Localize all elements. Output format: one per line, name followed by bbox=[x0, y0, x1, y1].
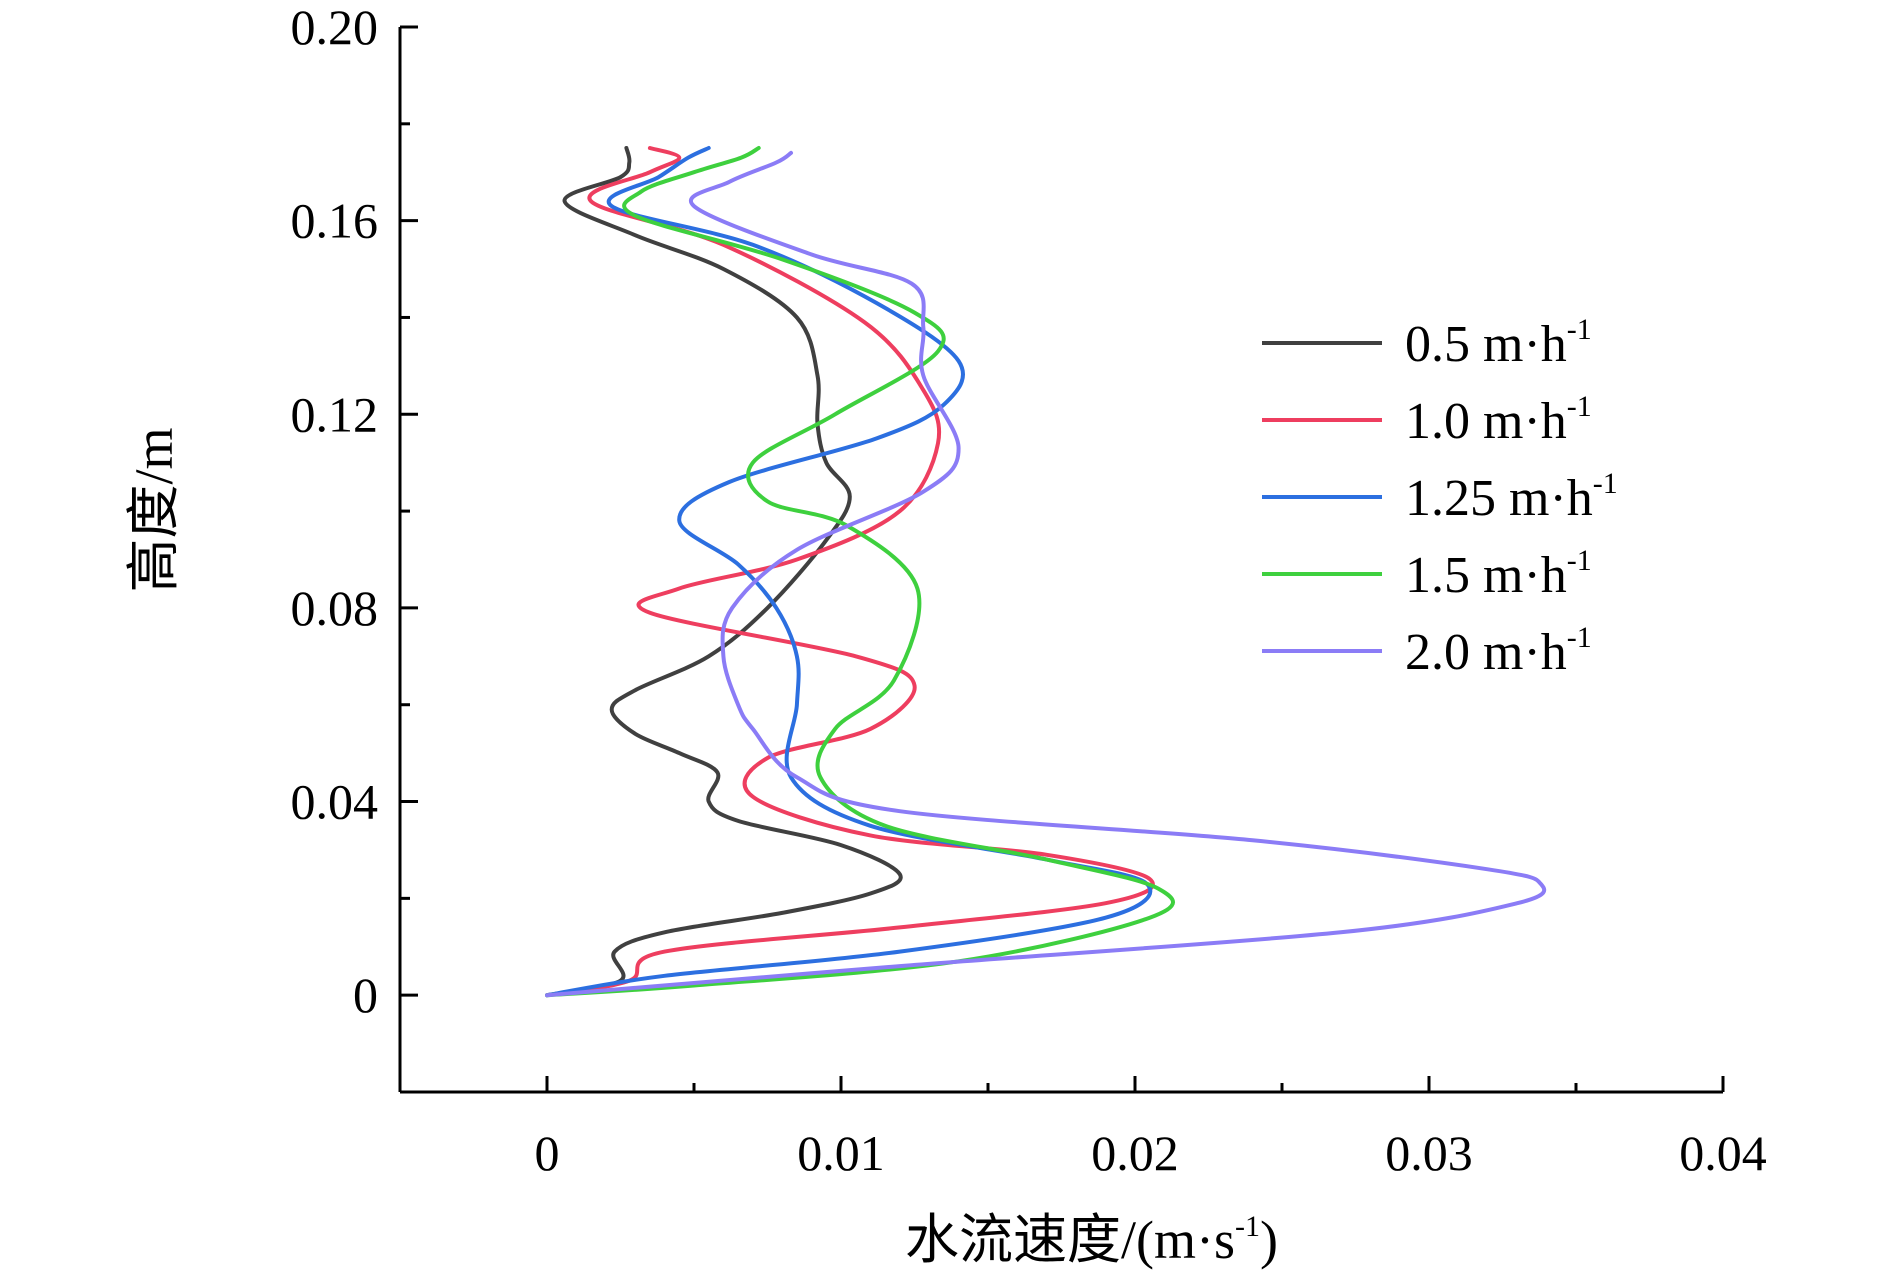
y-axis-title: 高度/m bbox=[124, 427, 184, 592]
series-lines bbox=[545, 146, 1547, 998]
x-tick-label: 0.03 bbox=[1385, 1125, 1473, 1181]
series-line-0 bbox=[545, 146, 903, 998]
y-tick-label: 0.04 bbox=[291, 774, 379, 830]
legend-label-1: 1.0 m·h-1 bbox=[1405, 390, 1592, 450]
series-line-3 bbox=[545, 146, 1175, 998]
x-tick-label: 0.01 bbox=[797, 1125, 885, 1181]
y-tick-label: 0.20 bbox=[291, 0, 379, 55]
x-tick-label: 0 bbox=[535, 1125, 560, 1181]
y-tick-label: 0.12 bbox=[291, 386, 379, 442]
y-tick-label: 0.16 bbox=[291, 193, 379, 249]
x-tick-label: 0.04 bbox=[1679, 1125, 1767, 1181]
legend: 0.5 m·h-1 1.0 m·h-1 1.25 m·h-1 1.5 m·h-1 2.0… bbox=[1262, 313, 1618, 681]
axes: 0 0.01 0.02 0.03 0.04 0 0.04 0.08 0.12 0.16 0.20 bbox=[291, 0, 1767, 1181]
legend-label-3: 1.5 m·h-1 bbox=[1405, 544, 1592, 604]
series-line-1 bbox=[545, 146, 1155, 998]
series-line-2 bbox=[545, 146, 1153, 998]
y-tick-label: 0.08 bbox=[291, 580, 379, 636]
x-tick-label: 0.02 bbox=[1091, 1125, 1179, 1181]
legend-label-0: 0.5 m·h-1 bbox=[1405, 313, 1592, 373]
series-line-4 bbox=[545, 150, 1547, 998]
y-ticks: 0 0.04 0.08 0.12 0.16 0.20 bbox=[291, 0, 418, 1094]
x-axis-title: 水流速度/(m·s-1) bbox=[905, 1210, 1278, 1270]
x-ticks: 0 0.01 0.02 0.03 0.04 bbox=[398, 1076, 1767, 1181]
y-tick-label: 0 bbox=[353, 967, 378, 1023]
legend-label-4: 2.0 m·h-1 bbox=[1405, 621, 1592, 681]
legend-label-2: 1.25 m·h-1 bbox=[1405, 467, 1618, 527]
